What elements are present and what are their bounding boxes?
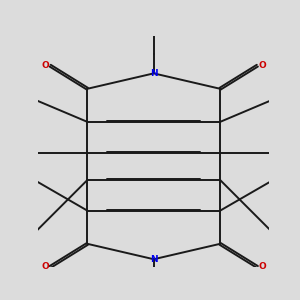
Text: N: N [150, 69, 158, 78]
Text: O: O [42, 61, 49, 70]
Text: O: O [258, 61, 266, 70]
Text: O: O [42, 262, 49, 272]
Text: N: N [150, 255, 158, 264]
Text: O: O [258, 262, 266, 272]
